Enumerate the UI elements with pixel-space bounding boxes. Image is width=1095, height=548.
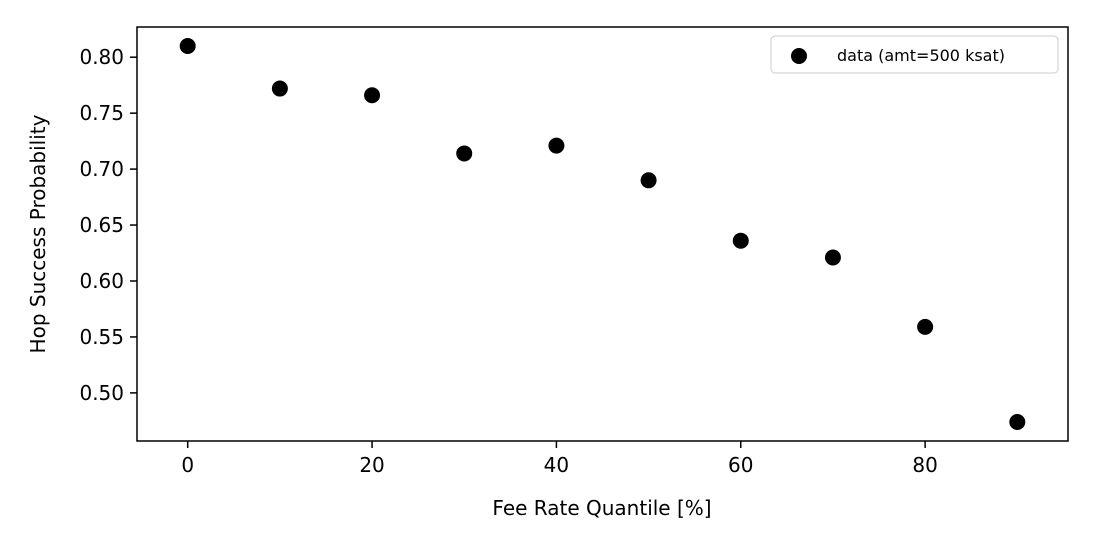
x-tick-label: 80 [912, 453, 937, 477]
data-point [917, 318, 934, 335]
legend: data (amt=500 ksat) [770, 35, 1059, 74]
legend-marker [791, 48, 807, 64]
data-point [271, 80, 288, 97]
x-tick-label: 40 [544, 453, 569, 477]
data-point [1009, 413, 1026, 430]
legend-frame [770, 35, 1059, 74]
y-tick-label: 0.60 [79, 269, 124, 293]
x-axis-label: Fee Rate Quantile [%] [492, 496, 711, 520]
data-point [456, 145, 473, 162]
y-axis-label: Hop Success Probability [26, 114, 50, 353]
data-point [640, 172, 657, 189]
data-point [824, 249, 841, 266]
data-point [179, 38, 196, 55]
y-tick-label: 0.55 [79, 325, 124, 349]
x-tick-label: 20 [359, 453, 384, 477]
y-tick-label: 0.65 [79, 213, 124, 237]
y-tick-label: 0.50 [79, 381, 124, 405]
x-tick-label: 0 [181, 453, 194, 477]
plot-area-frame [136, 26, 1069, 442]
x-axis-ticks: 0 20 40 60 80 [181, 441, 938, 477]
data-point [364, 87, 381, 104]
legend-entry-label: data (amt=500 ksat) [837, 46, 1005, 65]
y-tick-label: 0.70 [79, 157, 124, 181]
data-points [179, 38, 1026, 430]
y-tick-label: 0.75 [79, 101, 124, 125]
y-axis-ticks: 0.50 0.55 0.60 0.65 0.70 0.75 0.80 [79, 45, 137, 405]
x-tick-label: 60 [728, 453, 753, 477]
data-point [548, 137, 565, 154]
data-point [732, 232, 749, 249]
y-tick-label: 0.80 [79, 45, 124, 69]
